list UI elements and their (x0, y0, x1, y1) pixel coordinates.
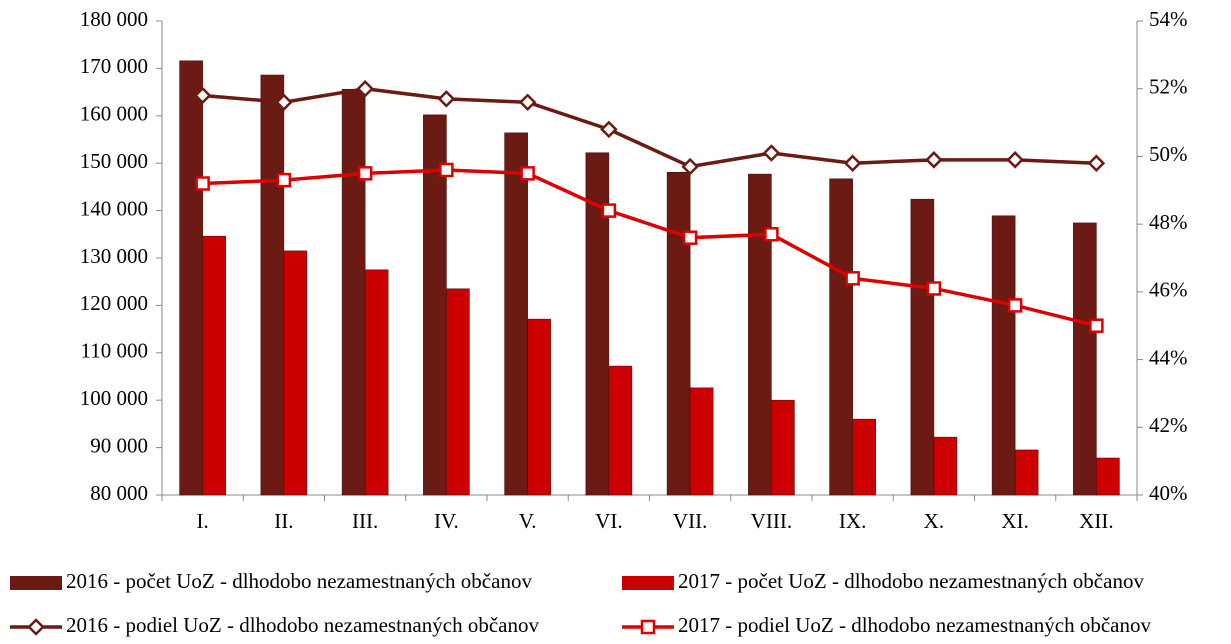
y2-tick-label: 48% (1149, 210, 1188, 234)
bar (179, 60, 203, 496)
point (1089, 318, 1104, 333)
y-tick-label: 120 000 (80, 291, 148, 315)
bar (504, 132, 528, 496)
point (1087, 154, 1106, 172)
x-tick-label: VIII. (751, 509, 792, 533)
bar (771, 399, 795, 496)
point (357, 166, 373, 181)
y-tick-label: 150 000 (80, 149, 148, 173)
x-tick-label: XI. (1001, 509, 1028, 533)
y2-tick-label: 40% (1149, 481, 1188, 505)
point (437, 90, 456, 108)
point (193, 86, 212, 105)
x-tick-label: II. (274, 509, 293, 533)
x-tick-label: IV. (434, 509, 459, 533)
y-tick-label: 130 000 (80, 244, 148, 268)
point (275, 93, 293, 112)
bar (991, 215, 1016, 496)
point (925, 151, 943, 169)
y-tick-label: 170 000 (80, 54, 148, 78)
x-tick-label: III. (352, 509, 378, 533)
x-tick-label: VII. (673, 509, 707, 533)
y-tick-label: 160 000 (80, 102, 148, 126)
legend-label: 2017 - podiel UoZ - dlhodobo nezamestnan… (678, 613, 1151, 637)
point (518, 93, 537, 112)
point (843, 154, 862, 172)
y-tick-label: 100 000 (80, 386, 148, 410)
point (681, 157, 699, 176)
bar (283, 250, 308, 496)
x-tick-label: IX. (839, 509, 866, 533)
point (356, 79, 374, 98)
legend-label: 2016 - podiel UoZ - dlhodobo nezamestnan… (66, 613, 539, 637)
legend-marker (27, 618, 45, 636)
y-tick-label: 180 000 (80, 7, 148, 31)
bar (1096, 457, 1120, 496)
legend-label: 2016 - počet UoZ - dlhodobo nezamestnaný… (66, 569, 532, 593)
point (276, 172, 292, 188)
point (439, 162, 454, 178)
point (926, 281, 942, 296)
point (764, 227, 779, 242)
bar (341, 88, 366, 496)
point (1006, 151, 1024, 169)
point (600, 120, 618, 139)
bar (1073, 222, 1097, 496)
legend-marker (640, 619, 656, 635)
line (202, 168, 1097, 328)
y2-tick-label: 44% (1149, 345, 1188, 369)
bar (910, 198, 935, 496)
x-tick-label: VI. (595, 509, 622, 533)
y2-tick-label: 52% (1149, 75, 1188, 99)
point (762, 144, 781, 162)
legend-swatch (622, 576, 674, 590)
y-tick-label: 140 000 (80, 196, 148, 220)
legend-label: 2017 - počet UoZ - dlhodobo nezamestnaný… (678, 569, 1144, 593)
point (520, 166, 535, 181)
x-tick-label: X. (924, 509, 944, 533)
point (682, 230, 698, 245)
bar (852, 418, 876, 496)
bar (585, 152, 610, 496)
y2-tick-label: 54% (1149, 7, 1188, 31)
bar (933, 436, 958, 496)
bar (202, 235, 226, 496)
bar (829, 178, 853, 496)
bar (666, 171, 691, 496)
x-tick-label: V. (519, 509, 537, 533)
bar (364, 269, 389, 496)
bar (527, 318, 551, 496)
point (1007, 298, 1023, 313)
y2-tick-label: 42% (1149, 413, 1188, 437)
line (202, 86, 1097, 169)
bar (260, 74, 285, 496)
x-tick-label: XII. (1079, 509, 1113, 533)
y2-tick-label: 46% (1149, 278, 1188, 302)
point (845, 271, 860, 286)
bar (748, 173, 772, 496)
x-tick-label: I. (197, 509, 209, 533)
bar (1014, 449, 1039, 496)
y-tick-label: 110 000 (81, 339, 148, 363)
y-tick-label: 90 000 (90, 433, 148, 457)
point (601, 203, 617, 218)
bar (689, 387, 714, 496)
bar (446, 288, 470, 496)
y2-tick-label: 50% (1149, 142, 1188, 166)
legend-swatch (10, 576, 62, 590)
point (195, 176, 210, 191)
bar (608, 365, 633, 496)
y-tick-label: 80 000 (90, 481, 148, 505)
